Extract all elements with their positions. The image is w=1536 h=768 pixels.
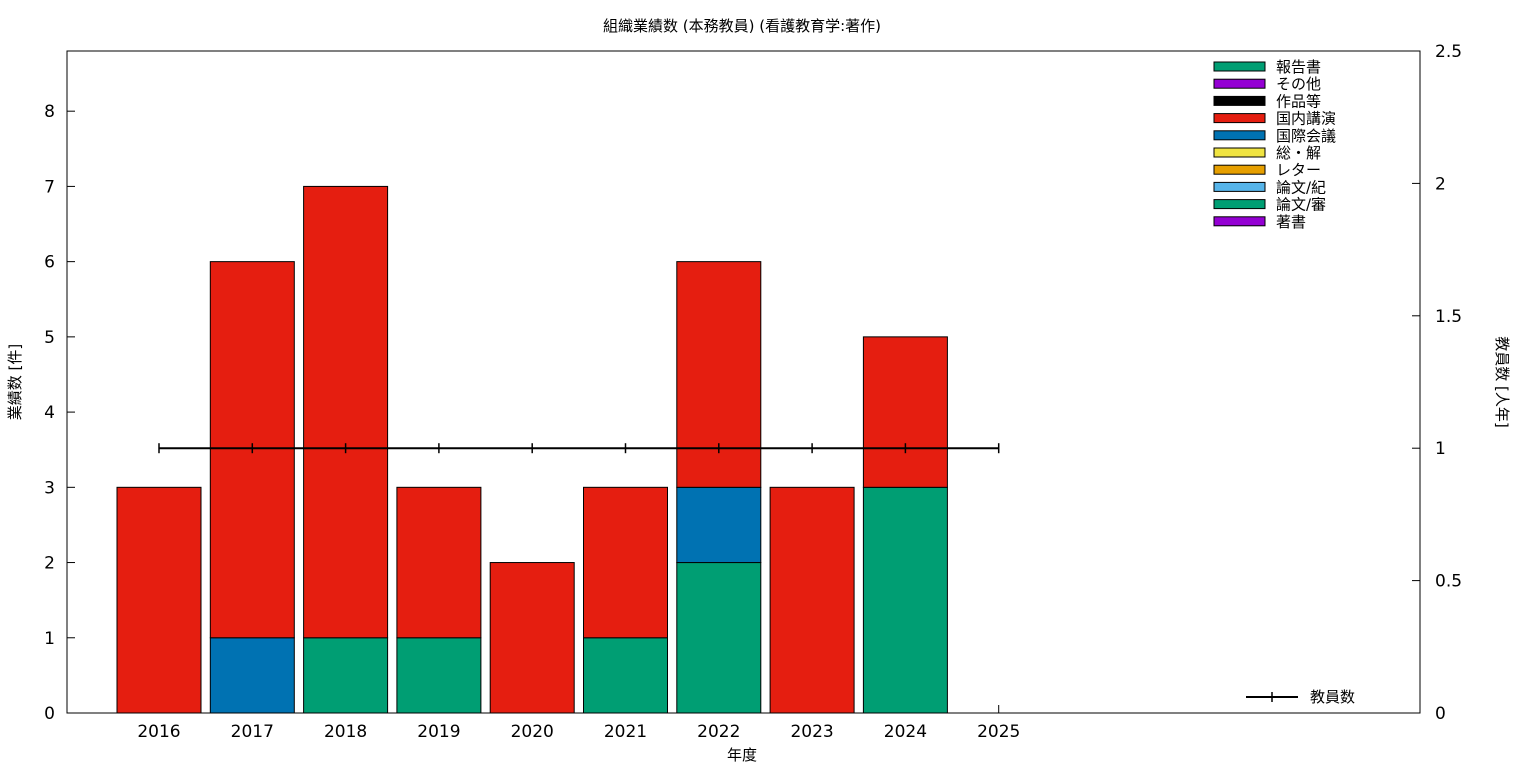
bar-segment [303,185,389,639]
y2-tick-label: 1.5 [1435,307,1462,327]
bar-segment [209,261,295,639]
x-tick-label: 2018 [324,722,367,742]
chart-title: 組織業績数 (本務教員) (看護教育学:著作) [603,17,881,35]
bar-segment [769,486,855,714]
bar-segment [583,486,668,639]
legend-label: その他 [1276,75,1321,93]
y-tick-label: 2 [44,554,55,574]
y-tick-label: 6 [44,253,55,273]
legend-swatch [1213,130,1266,141]
legend-label: レター [1276,161,1321,179]
bar-segment [676,562,762,714]
bar-segment [862,486,948,714]
x-tick-label: 2016 [137,722,180,742]
legend-swatch [1213,164,1266,175]
legend-label: 作品等 [1276,92,1321,110]
y-axis-title: 業績数 [件] [6,344,24,420]
legend-swatch [1213,113,1266,124]
legend-swatch [1213,216,1266,227]
legend-swatch [1213,147,1266,158]
y-tick-label: 8 [44,102,55,122]
bar-segment [862,336,948,488]
y2-tick-label: 1 [1435,439,1446,459]
y-tick-label: 1 [44,629,55,649]
legend-label: 総・解 [1276,144,1321,162]
legend-swatch [1213,199,1266,210]
x-tick-label: 2022 [697,722,740,742]
legend-label: 国際会議 [1276,127,1336,145]
legend-swatch [1213,95,1266,106]
bar-segment [676,261,762,488]
y-tick-label: 4 [44,403,55,423]
legend-line-label: 教員数 [1310,688,1355,706]
bar-segment [583,637,668,714]
legend-label: 報告書 [1276,58,1321,76]
legend-label: 論文/紀 [1276,178,1326,196]
legend-swatch [1213,61,1266,72]
y2-tick-label: 0 [1435,704,1446,724]
bar-segment [303,637,389,714]
legend-label: 国内講演 [1276,110,1336,128]
y-tick-label: 5 [44,328,55,348]
x-tick-label: 2025 [977,722,1020,742]
y-tick-label: 3 [44,478,55,498]
y2-tick-label: 2.5 [1435,42,1462,62]
bar-segment [396,637,482,714]
y-tick-label: 7 [44,177,55,197]
legend-label: 論文/審 [1276,196,1326,214]
x-tick-label: 2017 [231,722,274,742]
x-tick-label: 2024 [884,722,927,742]
bar-segment [116,486,202,714]
y-tick-label: 0 [44,704,55,724]
bar-segment [396,486,482,639]
y2-tick-label: 2 [1435,174,1446,194]
legend-swatch [1213,181,1266,192]
x-tick-label: 2020 [511,722,554,742]
x-tick-label: 2021 [604,722,647,742]
y2-tick-label: 0.5 [1435,572,1462,592]
legend-swatch [1213,78,1266,89]
x-tick-label: 2019 [417,722,460,742]
bar-segment [489,562,575,714]
y2-axis-title: 教員数 [人年] [1493,336,1511,427]
bar-segment [209,637,295,714]
x-tick-label: 2023 [790,722,833,742]
bar-segment [676,486,762,564]
x-axis-title: 年度 [727,746,757,764]
legend-label: 著書 [1276,213,1306,231]
